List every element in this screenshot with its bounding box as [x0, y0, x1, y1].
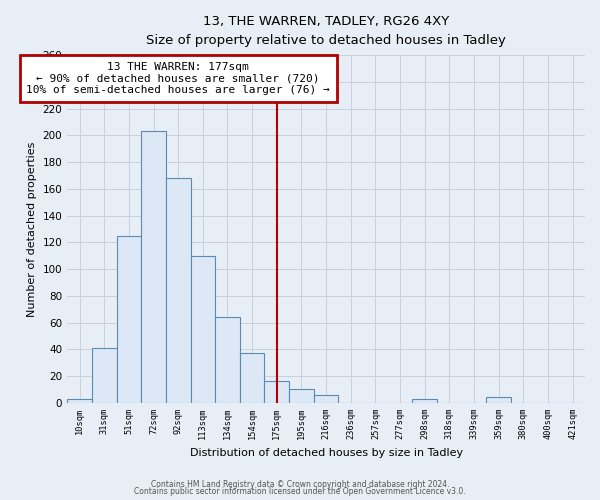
Bar — [67, 399, 92, 403]
Bar — [487, 398, 511, 403]
Bar — [240, 354, 265, 403]
Bar — [265, 382, 289, 403]
Text: 13 THE WARREN: 177sqm
← 90% of detached houses are smaller (720)
10% of semi-det: 13 THE WARREN: 177sqm ← 90% of detached … — [26, 62, 330, 95]
Bar — [314, 395, 338, 403]
Bar — [166, 178, 191, 403]
Bar — [412, 399, 437, 403]
Bar — [215, 317, 240, 403]
Bar — [116, 236, 141, 403]
Bar — [92, 348, 116, 403]
Y-axis label: Number of detached properties: Number of detached properties — [27, 142, 37, 316]
Bar — [289, 390, 314, 403]
Title: 13, THE WARREN, TADLEY, RG26 4XY
Size of property relative to detached houses in: 13, THE WARREN, TADLEY, RG26 4XY Size of… — [146, 15, 506, 47]
X-axis label: Distribution of detached houses by size in Tadley: Distribution of detached houses by size … — [190, 448, 463, 458]
Bar — [191, 256, 215, 403]
Bar — [141, 132, 166, 403]
Text: Contains public sector information licensed under the Open Government Licence v3: Contains public sector information licen… — [134, 487, 466, 496]
Text: Contains HM Land Registry data © Crown copyright and database right 2024.: Contains HM Land Registry data © Crown c… — [151, 480, 449, 489]
